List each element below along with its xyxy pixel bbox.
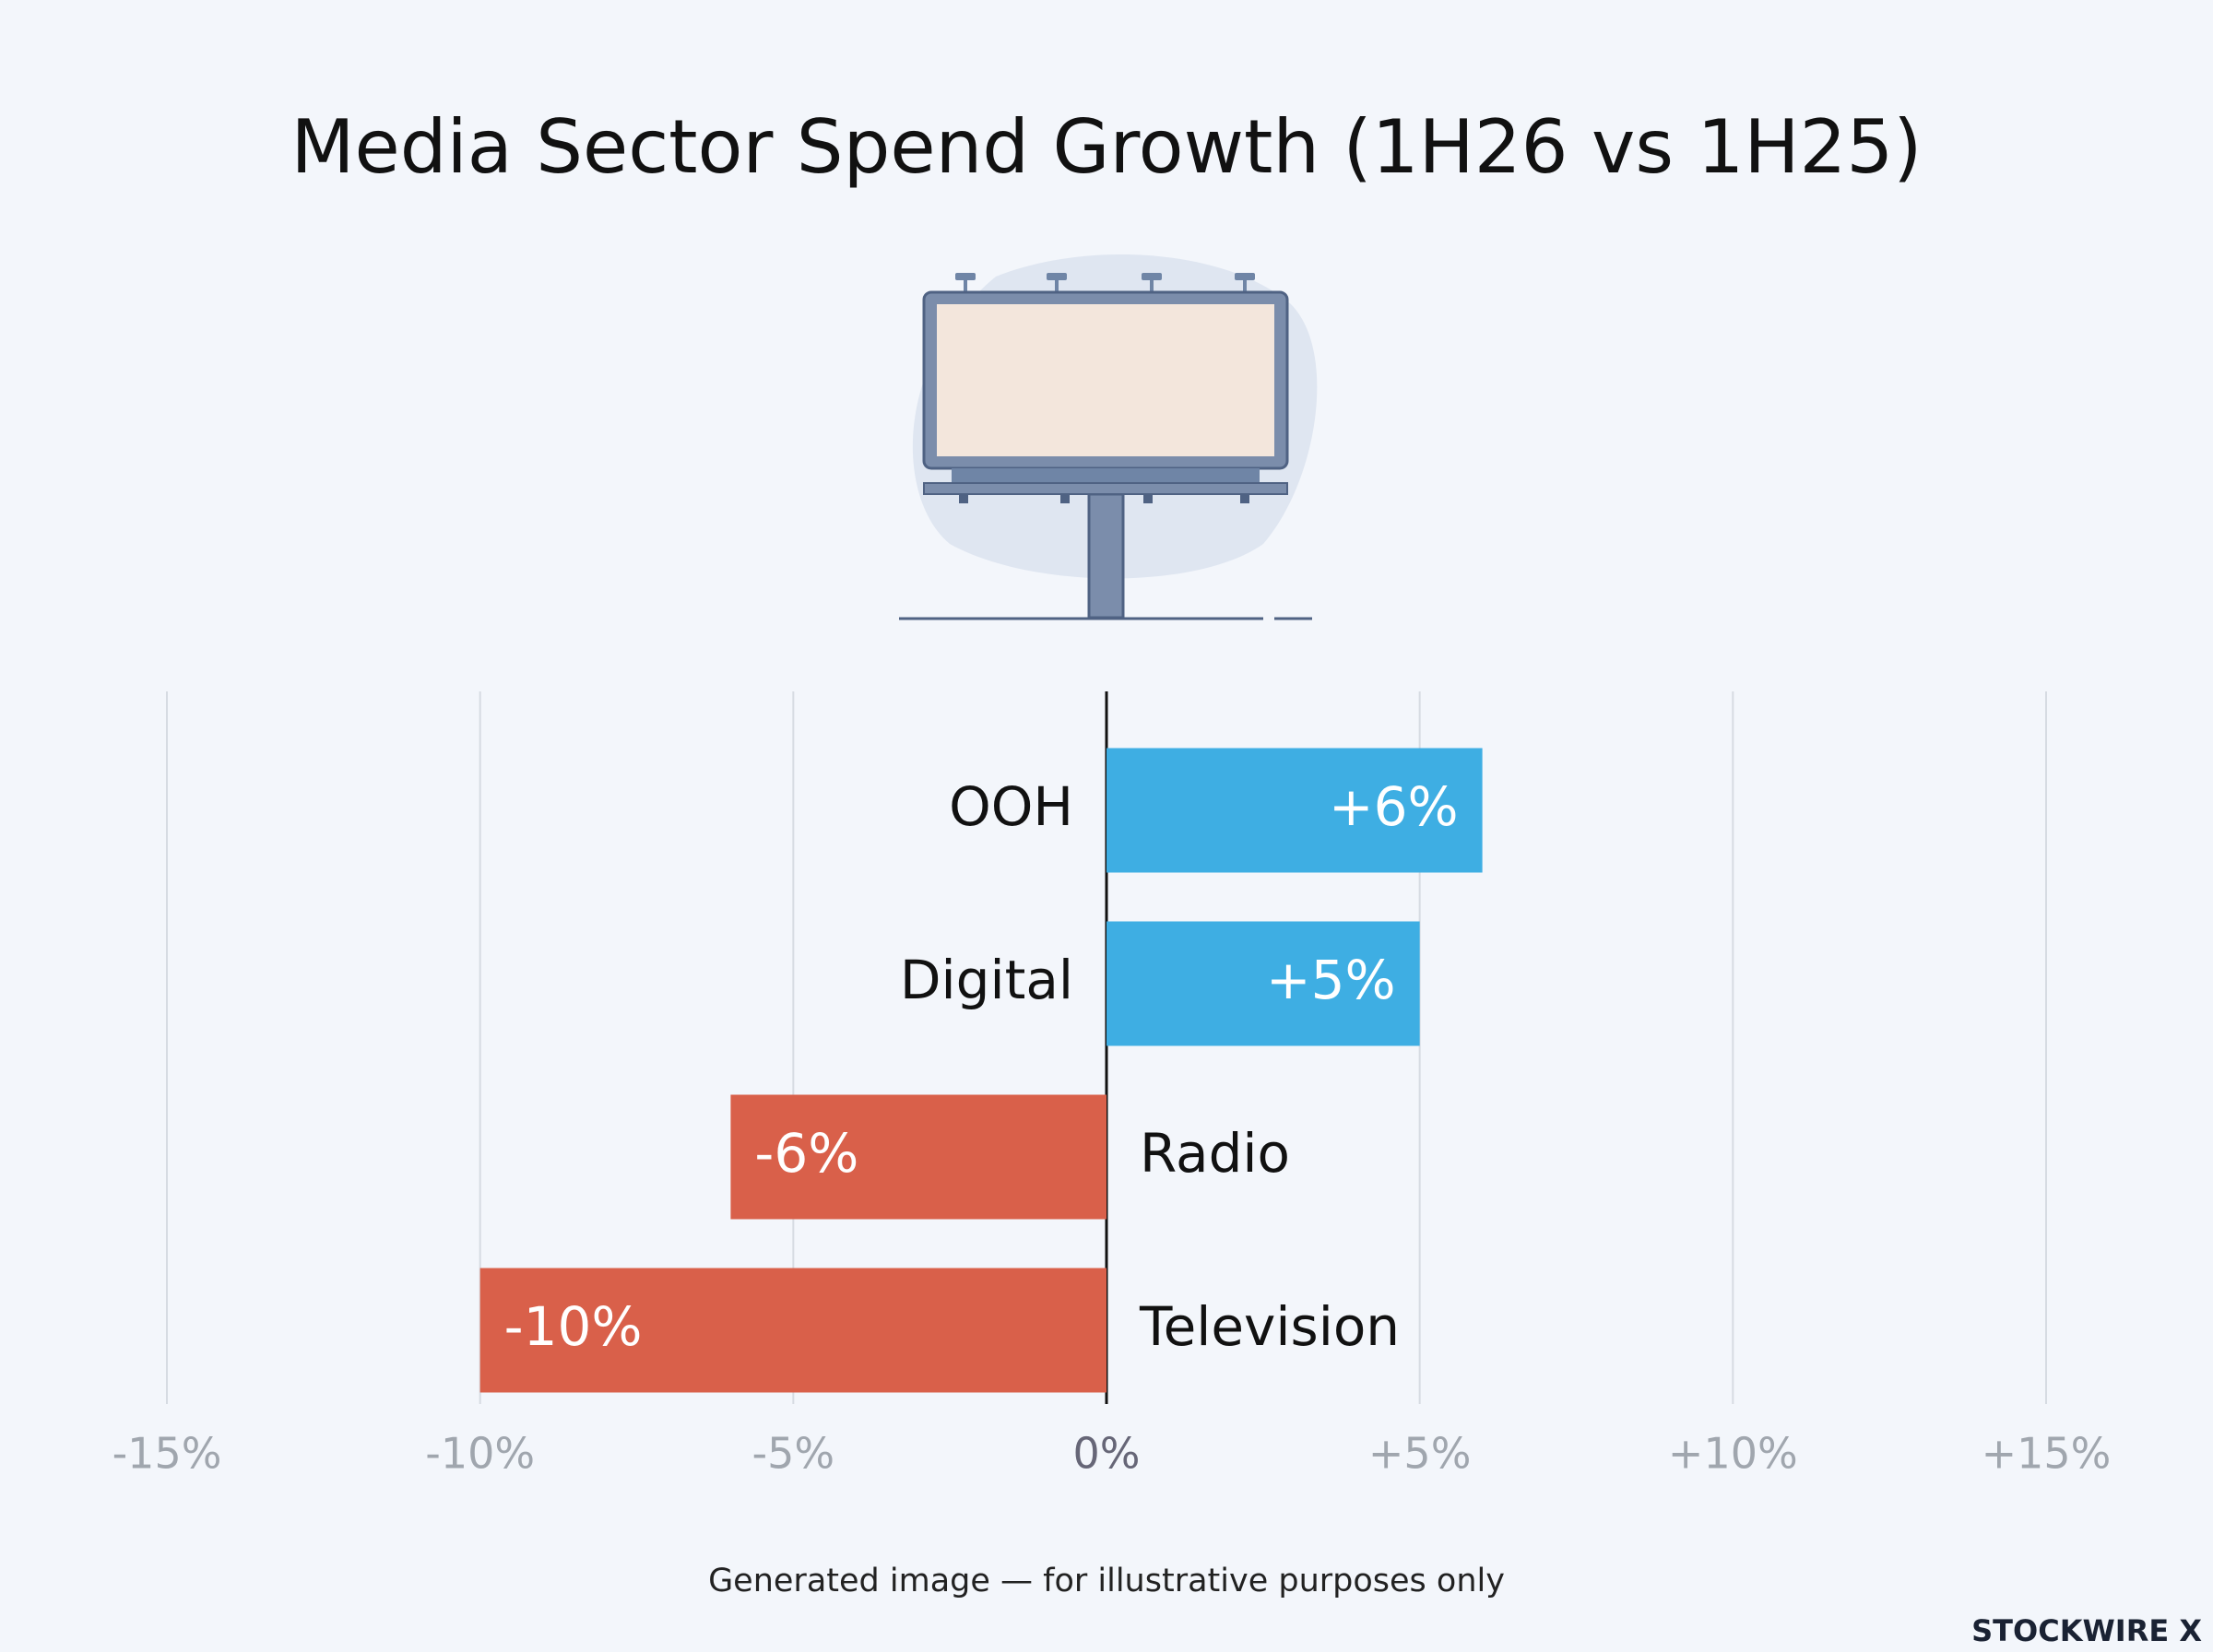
category-label: Television: [1139, 1295, 1400, 1358]
x-tick-label: +5%: [1368, 1429, 1472, 1479]
category-label: Digital: [900, 949, 1073, 1011]
x-tick-label: 0%: [1073, 1429, 1141, 1479]
billboard-illustration: [899, 254, 1318, 620]
category-label: Radio: [1140, 1122, 1290, 1185]
plot-area: -15% -10% -5% 0% +5% +10% +15% OOH +6% Digital +5%…: [112, 691, 2112, 1479]
bar: [479, 1268, 1106, 1393]
value-label: -6%: [754, 1122, 858, 1185]
x-tick-label: -15%: [112, 1429, 222, 1479]
footnote: Generated image — for illustrative purpo…: [708, 1563, 1505, 1599]
value-label: +6%: [1329, 775, 1459, 838]
chart-title: Media Sector Spend Growth (1H26 vs 1H25): [290, 104, 1922, 190]
x-tick-label: -10%: [425, 1429, 535, 1479]
bar: [1106, 748, 1483, 873]
brand-logo: STOCKWIRE X: [1971, 1613, 2202, 1648]
value-label: -10%: [504, 1295, 643, 1358]
category-label: OOH: [949, 775, 1073, 838]
x-tick-label: +15%: [1982, 1429, 2112, 1479]
x-tick-label: -5%: [752, 1429, 835, 1479]
bar: [1106, 921, 1420, 1046]
value-label: +5%: [1266, 949, 1396, 1011]
x-tick-label: +10%: [1668, 1429, 1798, 1479]
bar: [730, 1094, 1106, 1220]
